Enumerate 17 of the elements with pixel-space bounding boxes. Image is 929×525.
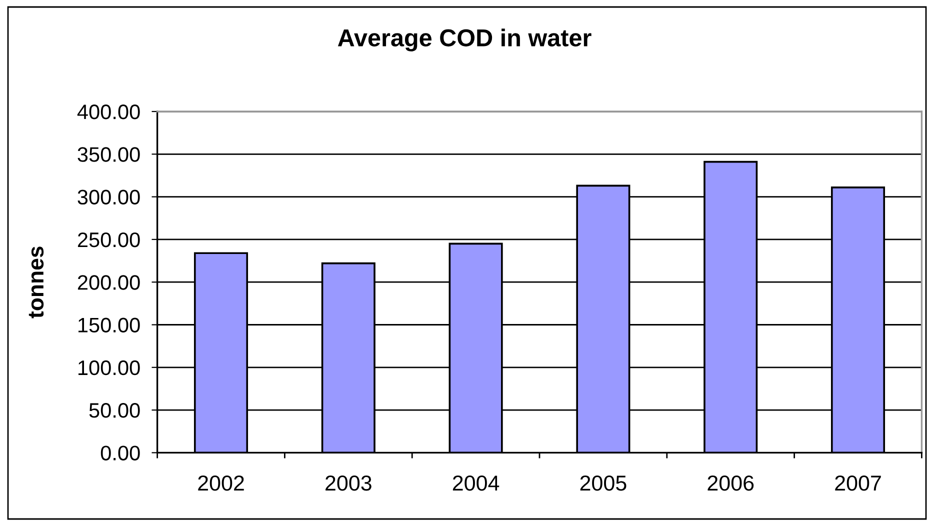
- x-tick-label: 2007: [835, 475, 881, 491]
- y-tick-label: 400.00: [77, 104, 140, 120]
- x-tick-label: 2002: [198, 475, 244, 491]
- y-tick-label: 300.00: [78, 190, 140, 205]
- y-tick-label: 100.00: [78, 360, 140, 376]
- chart-title: Average COD in water: [338, 28, 592, 52]
- y-axis-title: tonnes: [28, 246, 44, 318]
- y-tick-label: 350.00: [78, 147, 140, 162]
- x-tick-label: 2003: [326, 475, 372, 491]
- y-tick-label: 50.00: [89, 403, 140, 418]
- x-tick-label: 2004: [452, 475, 500, 491]
- y-tick-label: 250.00: [78, 232, 140, 248]
- x-tick-label: 2006: [708, 475, 754, 491]
- y-tick-label: 200.00: [78, 275, 140, 290]
- y-tick-label: 0.00: [100, 446, 140, 460]
- y-tick-label: 150.00: [78, 318, 140, 333]
- x-tick-label: 2005: [580, 475, 626, 491]
